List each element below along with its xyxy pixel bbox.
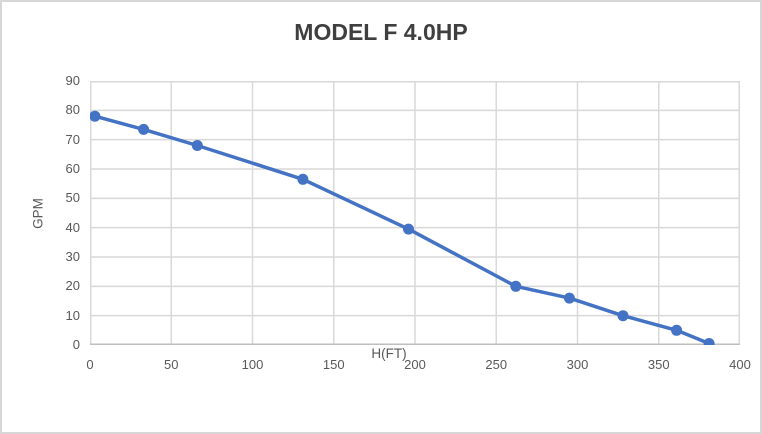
y-tick-label: 10: [65, 307, 80, 323]
y-tick-label: 80: [65, 102, 80, 118]
x-tick-label: 350: [647, 357, 670, 372]
data-point-marker: [617, 310, 629, 322]
y-tick-label: 70: [65, 131, 80, 147]
data-point-marker: [138, 123, 150, 135]
data-point-marker: [563, 292, 575, 304]
plot-area: [90, 81, 740, 345]
x-tick-label: 250: [485, 357, 508, 372]
x-tick-label: 100: [241, 357, 264, 372]
x-tick-label: 50: [164, 357, 179, 372]
x-tick-label: 200: [404, 357, 426, 372]
data-point-marker: [297, 173, 309, 185]
y-tick-label: 30: [65, 249, 80, 264]
y-tick-label: 20: [65, 278, 80, 294]
y-tick-label: 90: [65, 73, 80, 88]
data-point-marker: [510, 280, 522, 292]
data-point-marker: [191, 140, 203, 151]
data-point-marker: [703, 338, 715, 345]
x-tick-label: 0: [86, 357, 94, 372]
x-tick-label: 150: [322, 357, 345, 372]
x-tick-label: 400: [729, 357, 751, 372]
data-point-marker: [403, 223, 414, 235]
y-tick-label: 60: [65, 161, 80, 176]
data-point-marker: [671, 324, 683, 336]
x-axis-title: H(FT): [371, 346, 407, 361]
y-tick-label: 50: [65, 190, 80, 206]
x-tick-label: 300: [566, 357, 589, 372]
y-tick-label: 0: [72, 337, 80, 352]
series-line: [93, 114, 711, 345]
data-point-marker: [90, 110, 101, 122]
chart-title: MODEL F 4.0HP: [294, 19, 468, 45]
y-tick-label: 40: [65, 219, 80, 235]
